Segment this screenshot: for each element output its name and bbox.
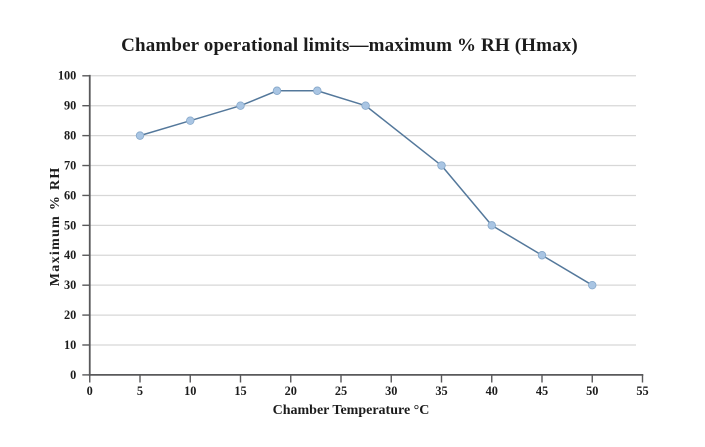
svg-text:90: 90 <box>64 99 76 113</box>
svg-text:20: 20 <box>64 308 76 322</box>
svg-text:5: 5 <box>137 384 143 398</box>
svg-text:100: 100 <box>58 69 76 83</box>
svg-text:70: 70 <box>64 158 76 172</box>
svg-text:10: 10 <box>184 384 196 398</box>
svg-text:20: 20 <box>285 384 297 398</box>
svg-text:45: 45 <box>536 384 548 398</box>
svg-text:25: 25 <box>335 384 347 398</box>
svg-text:Maximum % RH: Maximum % RH <box>48 166 63 286</box>
svg-text:40: 40 <box>486 384 498 398</box>
svg-text:15: 15 <box>234 384 246 398</box>
svg-text:0: 0 <box>87 384 93 398</box>
svg-text:35: 35 <box>435 384 447 398</box>
svg-text:Chamber operational limits—max: Chamber operational limits—maximum % RH … <box>121 35 578 56</box>
svg-text:30: 30 <box>385 384 397 398</box>
svg-text:50: 50 <box>586 384 598 398</box>
svg-text:30: 30 <box>64 278 76 292</box>
svg-text:Chamber Temperature °C: Chamber Temperature °C <box>273 403 430 418</box>
svg-text:10: 10 <box>64 338 76 352</box>
svg-text:50: 50 <box>64 218 76 232</box>
svg-text:40: 40 <box>64 248 76 262</box>
svg-text:60: 60 <box>64 188 76 202</box>
svg-text:55: 55 <box>636 384 648 398</box>
svg-text:80: 80 <box>64 129 76 143</box>
svg-text:0: 0 <box>70 368 76 382</box>
